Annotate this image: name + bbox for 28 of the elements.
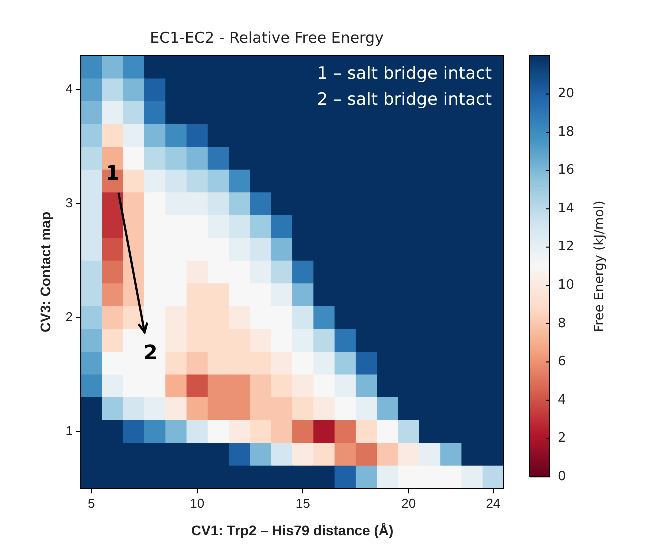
color-bar-label: 16 — [558, 163, 575, 178]
x-tick-label: 15 — [296, 496, 310, 511]
chart-title: EC1-EC2 - Relative Free Energy — [150, 28, 384, 47]
color-bar-label: 20 — [558, 86, 575, 102]
color-bar-label: 0 — [558, 469, 566, 484]
y-tick-label: 2 — [66, 309, 74, 324]
y-axis-title: CV3: Contact map — [37, 212, 54, 333]
color-bar-label: 8 — [558, 316, 566, 332]
annotation: 2 — [144, 340, 158, 365]
annotation: 2 – salt bridge intact — [317, 90, 492, 110]
x-axis-title: CV1: Trp2 – His79 distance (Å) — [191, 522, 394, 538]
x-tick-label: 5 — [88, 496, 96, 511]
color-bar-label: 14 — [558, 201, 575, 216]
color-bar-label: 6 — [558, 354, 566, 370]
x-tick-label: 24 — [486, 496, 501, 511]
x-tick-label: 20 — [402, 496, 416, 511]
y-tick-label: 4 — [66, 82, 74, 97]
color-bar-label: 10 — [558, 278, 575, 294]
y-tick-label: 3 — [66, 196, 74, 211]
color-bar-title: Free Energy (kJ/mol) — [592, 200, 608, 332]
annotation: 1 — [106, 161, 120, 186]
color-bar-label: 2 — [558, 431, 566, 446]
y-tick-label: 1 — [66, 423, 74, 438]
color-bar-label: 4 — [558, 392, 566, 408]
color-bar-label: 12 — [558, 240, 575, 255]
x-tick-label: 10 — [190, 496, 205, 511]
color-bar-label: 18 — [558, 124, 575, 140]
annotation: 1 – salt bridge intact — [317, 64, 492, 84]
